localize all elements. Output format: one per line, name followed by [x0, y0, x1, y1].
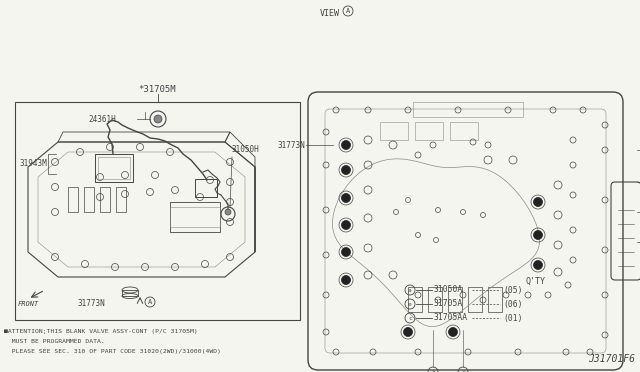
Bar [448, 287, 462, 312]
Circle shape [534, 198, 543, 206]
Text: 31773N: 31773N [78, 299, 106, 308]
Bar [116, 187, 126, 212]
Text: Q'TY: Q'TY [525, 277, 545, 286]
Bar [95, 154, 133, 182]
Circle shape [534, 260, 543, 269]
Bar [122, 290, 138, 296]
Circle shape [534, 231, 543, 240]
Bar [68, 187, 78, 212]
Bar [413, 102, 523, 117]
Text: (06): (06) [503, 299, 522, 308]
Bar [468, 287, 482, 312]
Text: J31701F6: J31701F6 [588, 354, 635, 364]
Circle shape [342, 193, 351, 202]
Text: (01): (01) [503, 314, 522, 323]
Bar [98, 157, 130, 179]
Bar [488, 287, 502, 312]
Text: 31050H: 31050H [232, 145, 260, 154]
Text: e: e [431, 369, 435, 372]
Text: 31705A: 31705A [434, 299, 463, 308]
Text: a: a [408, 288, 412, 292]
Bar [15, 102, 300, 320]
Text: 31705AA: 31705AA [434, 314, 468, 323]
Text: c: c [408, 315, 412, 321]
Bar [415, 122, 443, 140]
Bar [100, 187, 110, 212]
Text: MUST BE PROGRAMMED DATA.: MUST BE PROGRAMMED DATA. [4, 339, 105, 344]
Text: c: c [461, 369, 465, 372]
Circle shape [342, 141, 351, 150]
Circle shape [342, 247, 351, 257]
Text: 31943M: 31943M [20, 160, 48, 169]
Bar [170, 207, 220, 227]
Circle shape [225, 209, 231, 215]
Bar [450, 122, 478, 140]
Text: *31705M: *31705M [139, 85, 176, 94]
Circle shape [342, 276, 351, 285]
Bar [170, 202, 220, 232]
Text: ■ATTENTION;THIS BLANK VALVE ASSY-CONT (P/C 31705M): ■ATTENTION;THIS BLANK VALVE ASSY-CONT (P… [4, 329, 198, 334]
Bar [408, 287, 422, 312]
Bar [380, 122, 408, 140]
Circle shape [449, 327, 458, 337]
Text: 31050A: 31050A [434, 285, 463, 295]
Text: A: A [148, 299, 152, 305]
Circle shape [403, 327, 413, 337]
Text: FRONT: FRONT [18, 301, 39, 307]
Circle shape [154, 115, 162, 123]
Bar [84, 187, 94, 212]
Text: A: A [346, 8, 350, 14]
Text: PLEASE SEE SEC. 310 OF PART CODE 31020(2WD)/31000(4WD): PLEASE SEE SEC. 310 OF PART CODE 31020(2… [4, 349, 221, 354]
Text: 24361H: 24361H [88, 115, 116, 124]
Text: (05): (05) [503, 285, 522, 295]
Bar [428, 287, 442, 312]
Circle shape [342, 221, 351, 230]
Text: VIEW: VIEW [320, 9, 340, 18]
Bar [195, 179, 217, 197]
Text: 31773N: 31773N [277, 141, 305, 150]
Circle shape [342, 166, 351, 174]
Text: e: e [408, 301, 412, 307]
